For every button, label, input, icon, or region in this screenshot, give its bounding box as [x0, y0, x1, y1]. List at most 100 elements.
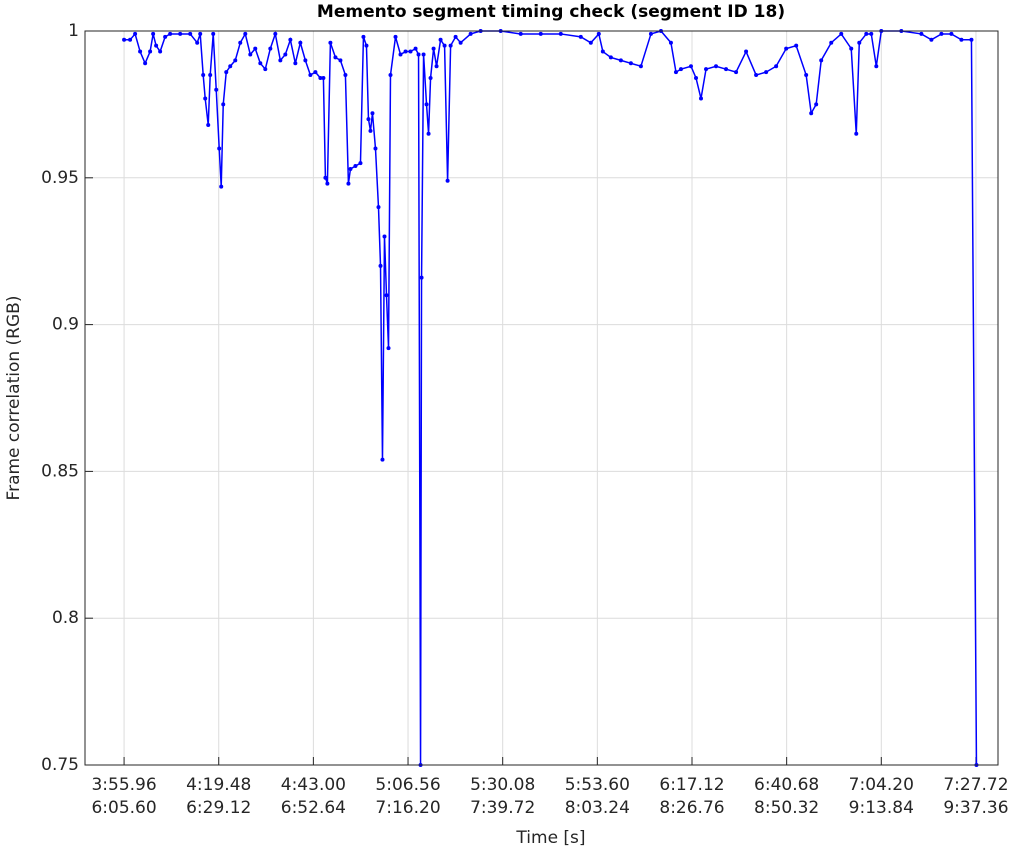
- data-point: [122, 37, 127, 42]
- data-point: [373, 146, 378, 151]
- data-point: [206, 122, 211, 127]
- x-tick-label: 6:17.12: [659, 775, 724, 795]
- plot-data: [122, 29, 979, 767]
- data-point: [188, 31, 193, 36]
- data-point: [228, 64, 233, 69]
- x-tick-label: 4:19.48: [186, 775, 251, 795]
- data-point: [724, 67, 729, 72]
- x-tick-label: 9:13.84: [849, 798, 914, 818]
- data-point: [424, 102, 429, 107]
- y-tick-label: 0.8: [52, 608, 79, 628]
- data-point: [445, 178, 450, 183]
- data-point: [969, 37, 974, 42]
- data-point: [764, 70, 769, 75]
- data-point: [959, 37, 964, 42]
- data-point: [428, 75, 433, 80]
- data-point: [353, 164, 358, 169]
- data-point: [744, 49, 749, 54]
- data-point: [151, 31, 156, 36]
- data-point: [288, 37, 293, 42]
- data-point: [382, 234, 387, 239]
- data-point: [398, 52, 403, 57]
- data-point: [869, 31, 874, 36]
- data-point: [263, 67, 268, 72]
- data-point: [364, 43, 369, 48]
- y-tick-label: 0.75: [41, 755, 79, 775]
- data-point: [608, 55, 613, 60]
- y-tick-label: 0.85: [41, 461, 79, 481]
- data-point: [143, 61, 148, 66]
- data-point: [618, 58, 623, 63]
- data-point: [809, 111, 814, 116]
- data-point: [388, 73, 393, 78]
- data-point: [211, 31, 216, 36]
- grid: 0.75 0.8 0.85 0.9 0.95 1 3:55.96 6:05.60 4:19.48…: [41, 21, 1008, 818]
- data-point: [419, 275, 424, 280]
- data-point: [163, 34, 168, 39]
- x-tick-label: 5:53.60: [565, 775, 630, 795]
- data-point: [343, 73, 348, 78]
- x-tick-label: 8:50.32: [754, 798, 819, 818]
- y-tick-label: 0.9: [52, 315, 79, 335]
- data-point: [714, 64, 719, 69]
- data-point: [221, 102, 226, 107]
- data-point: [668, 40, 673, 45]
- data-point: [638, 64, 643, 69]
- data-point: [283, 52, 288, 57]
- data-point: [774, 64, 779, 69]
- data-point: [857, 40, 862, 45]
- data-point: [688, 64, 693, 69]
- data-point: [303, 58, 308, 63]
- data-point: [814, 102, 819, 107]
- data-point: [293, 61, 298, 66]
- data-point: [393, 34, 398, 39]
- data-point: [376, 205, 381, 210]
- y-axis-label: Frame correlation (RGB): [4, 296, 24, 501]
- data-point: [648, 31, 653, 36]
- data-point: [438, 37, 443, 42]
- data-point: [243, 31, 248, 36]
- data-point: [628, 61, 633, 66]
- data-point: [248, 52, 253, 57]
- x-tick-label: 5:06.56: [375, 775, 440, 795]
- plot-frame: [84, 30, 999, 766]
- data-point: [874, 64, 879, 69]
- data-point: [168, 31, 173, 36]
- data-point: [154, 43, 159, 48]
- data-point: [839, 31, 844, 36]
- data-point: [854, 131, 859, 136]
- data-point: [949, 31, 954, 36]
- x-tick-label: 8:26.76: [659, 798, 724, 818]
- data-point: [238, 40, 243, 45]
- data-point: [195, 40, 200, 45]
- data-point: [325, 181, 330, 186]
- data-point: [673, 70, 678, 75]
- data-point: [694, 75, 699, 80]
- x-tick-label: 4:43.00: [281, 775, 346, 795]
- x-tick-label: 6:52.64: [281, 798, 346, 818]
- data-point: [794, 43, 799, 48]
- data-point: [413, 46, 418, 51]
- data-point: [734, 70, 739, 75]
- data-point: [784, 46, 789, 51]
- data-point: [273, 31, 278, 36]
- data-point: [361, 34, 366, 39]
- data-point: [578, 34, 583, 39]
- data-point: [699, 96, 704, 101]
- data-point: [321, 75, 326, 80]
- data-point: [596, 31, 601, 36]
- data-point: [704, 67, 709, 72]
- data-point: [318, 75, 323, 80]
- data-point: [348, 166, 353, 171]
- data-point: [929, 37, 934, 42]
- data-point: [678, 67, 683, 72]
- data-point: [201, 73, 206, 78]
- data-point: [308, 73, 313, 78]
- data-point: [198, 31, 203, 36]
- data-point: [458, 40, 463, 45]
- data-point: [754, 73, 759, 78]
- data-point: [518, 31, 523, 36]
- x-axis-label: Time [s]: [515, 828, 585, 848]
